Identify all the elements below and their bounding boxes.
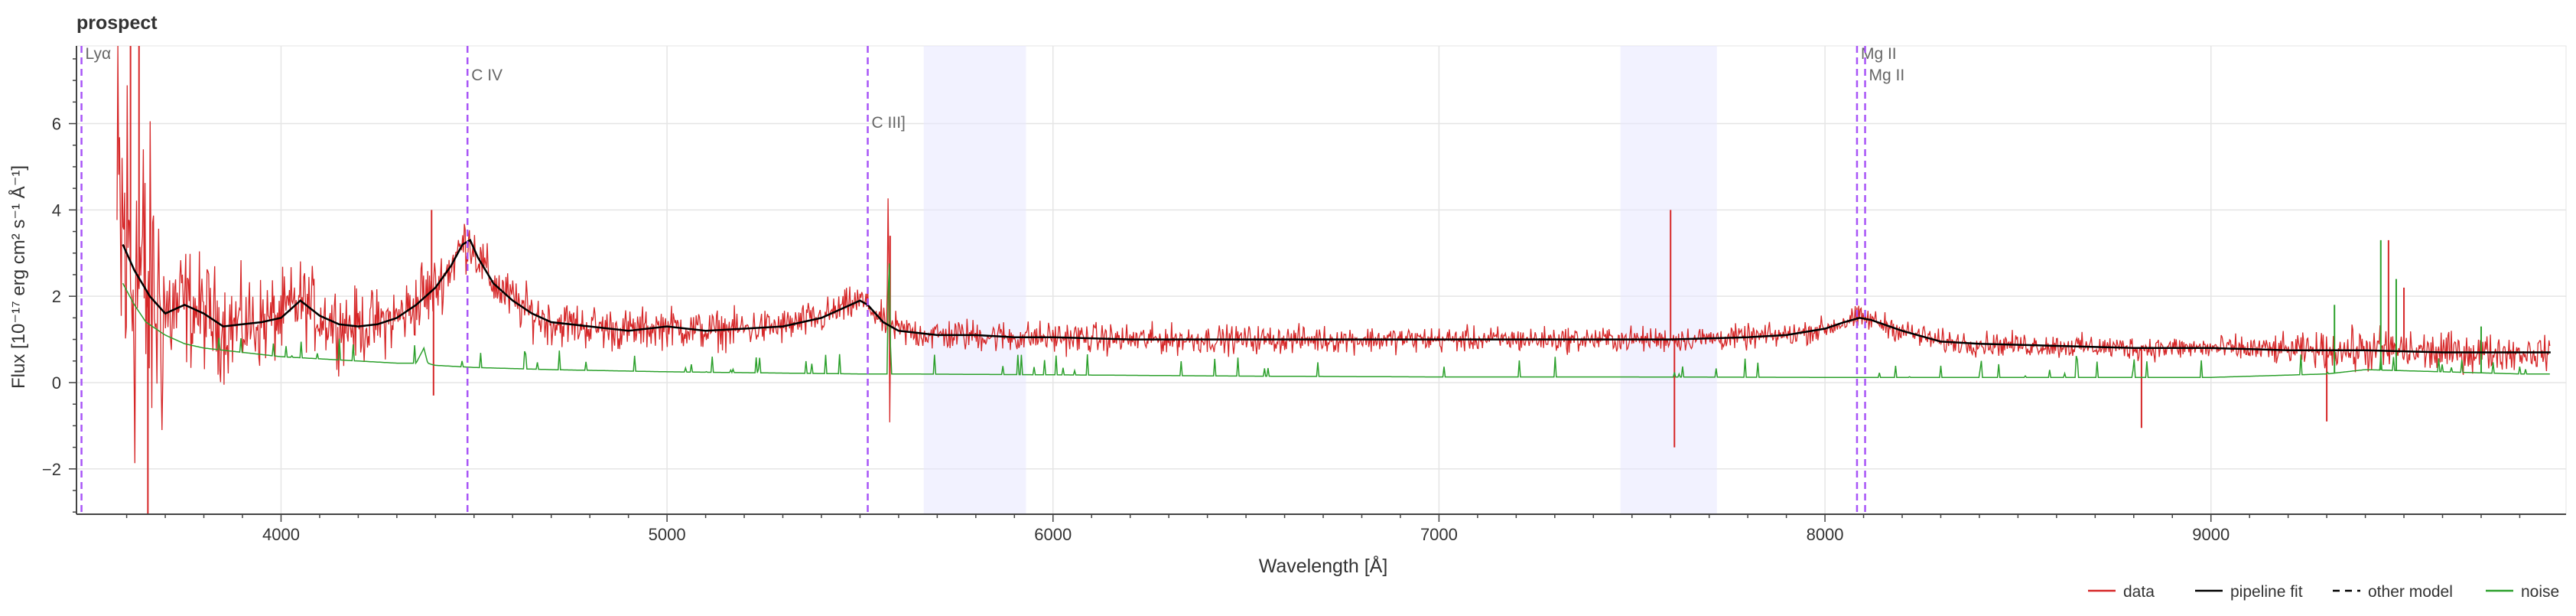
y-tick-label-1: 0 [52, 373, 61, 393]
emission-line-label-4: Mg II [1869, 67, 1905, 84]
legend-label-1: pipeline fit [2230, 583, 2303, 601]
x-axis-label: Wavelength [Å] [1259, 554, 1388, 577]
chart-title: prospect [76, 12, 158, 34]
legend: data pipeline fit other model noise [2088, 583, 2559, 601]
data-series-line [116, 45, 2551, 464]
y-tick-label-0: −2 [42, 460, 61, 479]
x-tick-label-1: 5000 [649, 525, 686, 544]
emission-line-label-1: C IV [471, 67, 503, 84]
axis-layer: 4000 5000 6000 7000 8000 9000 −2 0 2 4 6 [42, 46, 2566, 544]
shaded-region-1 [1620, 46, 1717, 514]
y-tick-label-4: 6 [52, 115, 61, 134]
series-layer [116, 45, 2551, 514]
y-axis-label: Flux [10⁻¹⁷ erg cm² s⁻¹ Å⁻¹] [8, 165, 29, 389]
emission-line-layer: Lyα C IV C III] Mg II Mg II [80, 45, 1905, 514]
legend-label-3: noise [2521, 583, 2559, 601]
legend-label-0: data [2123, 583, 2155, 601]
emission-line-label-3: Mg II [1861, 45, 1897, 63]
x-tick-label-3: 7000 [1420, 525, 1458, 544]
shaded-region-layer [923, 46, 1717, 514]
y-tick-label-2: 2 [52, 287, 61, 306]
shaded-region-0 [923, 46, 1026, 514]
legend-label-2: other model [2368, 583, 2453, 601]
pipeline-fit-series-line [122, 239, 2551, 354]
emission-line-label-2: C III] [872, 114, 906, 132]
x-tick-label-0: 4000 [262, 525, 300, 544]
x-tick-label-4: 8000 [1807, 525, 1844, 544]
y-tick-label-3: 4 [52, 200, 61, 220]
x-tick-label-5: 9000 [2192, 525, 2230, 544]
x-tick-label-2: 6000 [1034, 525, 1072, 544]
emission-line-label-0: Lyα [86, 45, 112, 63]
grid-layer [76, 46, 2566, 514]
noise-series-line [122, 263, 2550, 378]
